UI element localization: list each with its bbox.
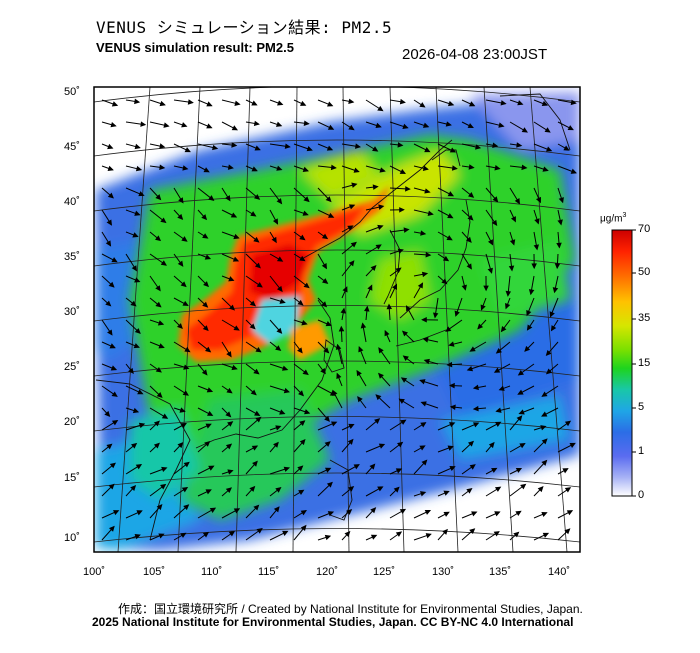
colorbar-tick-1: 1 <box>638 445 644 457</box>
colorbar-unit: μg/m3 <box>600 212 626 224</box>
colorbar-tick-50: 50 <box>638 266 650 278</box>
lat-label-25: 25˚ <box>64 361 80 373</box>
lon-label-115: 115˚ <box>258 566 279 578</box>
colorbar-tick-15: 15 <box>638 357 650 369</box>
lon-label-105: 105˚ <box>143 566 165 578</box>
lon-label-140: 140˚ <box>548 566 570 578</box>
lat-label-30: 30˚ <box>64 306 80 318</box>
lat-label-20: 20˚ <box>64 416 80 428</box>
lon-label-100: 100˚ <box>83 566 105 578</box>
colorbar-tick-marks <box>632 230 636 496</box>
colorbar <box>612 230 632 496</box>
colorbar-tick-0: 0 <box>638 489 644 501</box>
lat-label-10: 10˚ <box>64 532 80 544</box>
lon-label-130: 130˚ <box>432 566 454 578</box>
colorbar-unit-text: μg/m <box>600 213 622 224</box>
concentration-field <box>94 87 580 552</box>
colorbar-unit-exponent: 3 <box>622 212 626 219</box>
lat-label-15: 15˚ <box>64 472 80 484</box>
lon-label-135: 135˚ <box>489 566 511 578</box>
lat-label-45: 45˚ <box>64 141 80 153</box>
colorbar-tick-70: 70 <box>638 223 650 235</box>
lat-label-35: 35˚ <box>64 251 80 263</box>
lon-label-110: 110˚ <box>201 566 222 578</box>
colorbar-tick-5: 5 <box>638 401 644 413</box>
colorbar-tick-35: 35 <box>638 312 650 324</box>
license-line: 2025 National Institute for Environmenta… <box>92 615 573 629</box>
lat-label-40: 40˚ <box>64 196 80 208</box>
lon-label-125: 125˚ <box>373 566 395 578</box>
lon-label-120: 120˚ <box>316 566 338 578</box>
lat-label-50: 50˚ <box>64 86 80 98</box>
